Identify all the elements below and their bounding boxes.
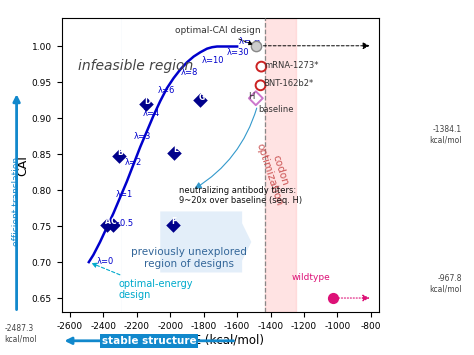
Text: neutralizing antibody titers:
9~20x over baseline (seq. H): neutralizing antibody titers: 9~20x over…: [179, 186, 302, 205]
Text: A: A: [105, 217, 111, 226]
Text: λ=8: λ=8: [180, 69, 198, 77]
Point: [116, 153, 123, 159]
FancyArrow shape: [160, 212, 251, 273]
Text: λ=0.5: λ=0.5: [109, 219, 134, 228]
Text: λ=1: λ=1: [116, 190, 133, 199]
Text: -967.8
kcal/mol: -967.8 kcal/mol: [429, 274, 462, 294]
Point: [109, 222, 117, 228]
Text: -2487.3
kcal/mol: -2487.3 kcal/mol: [5, 324, 37, 343]
Text: λ= ∞: λ= ∞: [239, 37, 260, 46]
Point: [142, 101, 150, 107]
Text: λ=3: λ=3: [134, 132, 151, 141]
Text: optimal-energy
design: optimal-energy design: [92, 263, 193, 300]
Text: C: C: [111, 217, 117, 226]
Text: -1384.1
kcal/mol: -1384.1 kcal/mol: [429, 125, 462, 144]
Text: λ=4: λ=4: [143, 109, 160, 118]
Text: D: D: [144, 97, 151, 106]
Text: mRNA-1273*: mRNA-1273*: [264, 61, 319, 70]
Point: [171, 150, 178, 156]
Text: baseline: baseline: [258, 105, 294, 114]
Text: optimal-CAI design: optimal-CAI design: [175, 26, 261, 45]
Text: λ=6: λ=6: [158, 86, 175, 95]
Point: [197, 98, 204, 103]
Point: [329, 295, 337, 301]
Text: codon
optimization: codon optimization: [255, 138, 295, 207]
Text: stable structure: stable structure: [101, 336, 196, 346]
Point: [169, 222, 176, 228]
Point: [257, 64, 265, 70]
Text: G: G: [199, 93, 205, 102]
Text: BNT-162b2*: BNT-162b2*: [264, 80, 314, 88]
Point: [252, 43, 260, 49]
Point: [103, 222, 110, 228]
Text: λ=2: λ=2: [125, 158, 142, 167]
Text: E: E: [173, 146, 178, 154]
Ellipse shape: [105, 0, 138, 355]
Text: λ=10: λ=10: [202, 56, 225, 65]
Text: infeasible region: infeasible region: [78, 59, 193, 73]
Text: λ=0: λ=0: [97, 257, 114, 266]
Text: B: B: [118, 148, 124, 157]
Bar: [264, 18, 296, 312]
Y-axis label: CAI: CAI: [16, 155, 29, 175]
Text: previously unexplored
region of designs: previously unexplored region of designs: [131, 247, 246, 269]
Text: efficient translation: efficient translation: [12, 157, 21, 246]
Text: F: F: [172, 217, 177, 226]
Point: [257, 82, 264, 88]
Text: λ=30: λ=30: [227, 48, 250, 57]
Text: H: H: [248, 92, 254, 101]
Point: [252, 95, 260, 101]
X-axis label: MFE (kcal/mol): MFE (kcal/mol): [177, 334, 264, 347]
Text: wildtype: wildtype: [292, 273, 331, 282]
